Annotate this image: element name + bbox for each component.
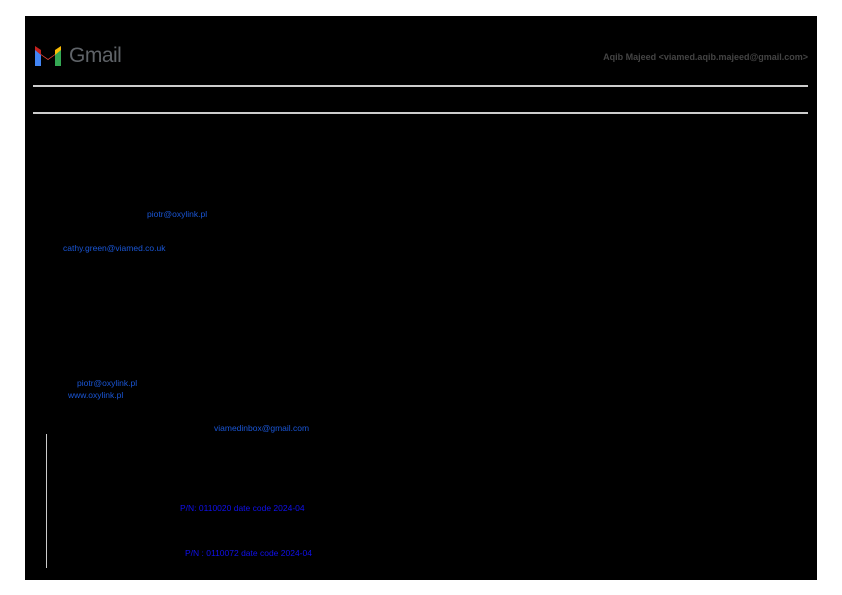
divider [33,85,808,87]
gmail-logo-text: Gmail [69,44,122,67]
account-email: Aqib Majeed <viamed.aqib.majeed@gmail.co… [603,52,808,62]
email-link[interactable]: piotr@oxylink.pl [147,209,208,219]
gmail-m-icon [35,46,61,66]
email-link[interactable]: viamedinbox@gmail.com [214,423,310,433]
part-number: P/N: 0110020 date code 2024-04 [180,503,305,513]
email-link[interactable]: cathy.green@viamed.co.uk [63,243,166,253]
email-link[interactable]: piotr@oxylink.pl [77,378,138,388]
part-number: P/N : 0110072 date code 2024-04 [185,548,312,558]
divider [33,112,808,114]
website-link[interactable]: www.oxylink.pl [68,390,124,400]
quote-bar [46,434,47,568]
gmail-logo: Gmail [33,44,122,68]
email-print-page: Gmail Aqib Majeed <viamed.aqib.majeed@gm… [25,16,817,580]
